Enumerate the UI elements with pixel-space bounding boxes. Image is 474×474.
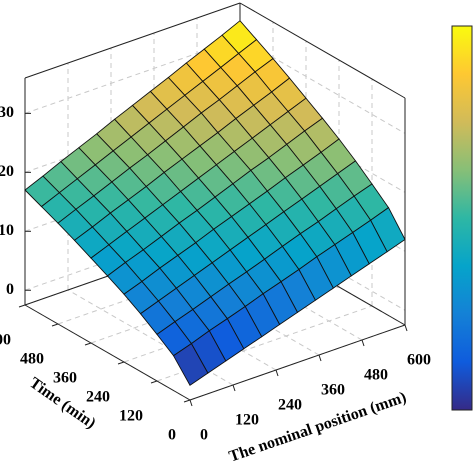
- colorbar: [451, 25, 473, 411]
- grid-line: [196, 244, 363, 341]
- tick-mark: [232, 384, 236, 392]
- x-tick-label: 360: [321, 382, 345, 399]
- x-tick-label: 240: [278, 397, 302, 414]
- y-tick-label: 360: [53, 370, 77, 387]
- tick-mark: [275, 369, 279, 377]
- x-tick-label: 0: [200, 427, 208, 444]
- tick-mark: [189, 399, 193, 407]
- tick-mark: [84, 342, 92, 346]
- tick-mark: [117, 361, 125, 365]
- tick-mark: [150, 380, 158, 384]
- z-tick-label: 20: [0, 163, 14, 180]
- axis-line: [24, 304, 191, 401]
- box-edge: [239, 2, 406, 99]
- tick-mark: [404, 324, 408, 332]
- z-tick-label: 10: [0, 222, 14, 239]
- grid-line: [153, 259, 320, 356]
- x-tick-label: 120: [235, 412, 259, 429]
- y-tick-label: 0: [168, 427, 176, 444]
- tick-mark: [51, 323, 59, 327]
- surface-patch: [172, 342, 209, 386]
- tick-mark: [361, 339, 365, 347]
- grid-line: [110, 274, 277, 371]
- z-tick-label: 0: [6, 281, 14, 298]
- tick-mark: [18, 304, 26, 308]
- tick-mark: [318, 354, 322, 362]
- z-tick-label: 30: [0, 104, 14, 121]
- x-tick-label: 600: [407, 352, 431, 369]
- axis-line: [189, 324, 406, 401]
- y-tick-label: 120: [119, 408, 143, 425]
- box-edge: [24, 2, 241, 79]
- y-tick-label: 480: [20, 351, 44, 368]
- y-tick-label: 600: [0, 332, 11, 349]
- y-tick-label: 240: [86, 389, 110, 406]
- x-tick-label: 480: [364, 367, 388, 384]
- tick-mark: [183, 399, 191, 403]
